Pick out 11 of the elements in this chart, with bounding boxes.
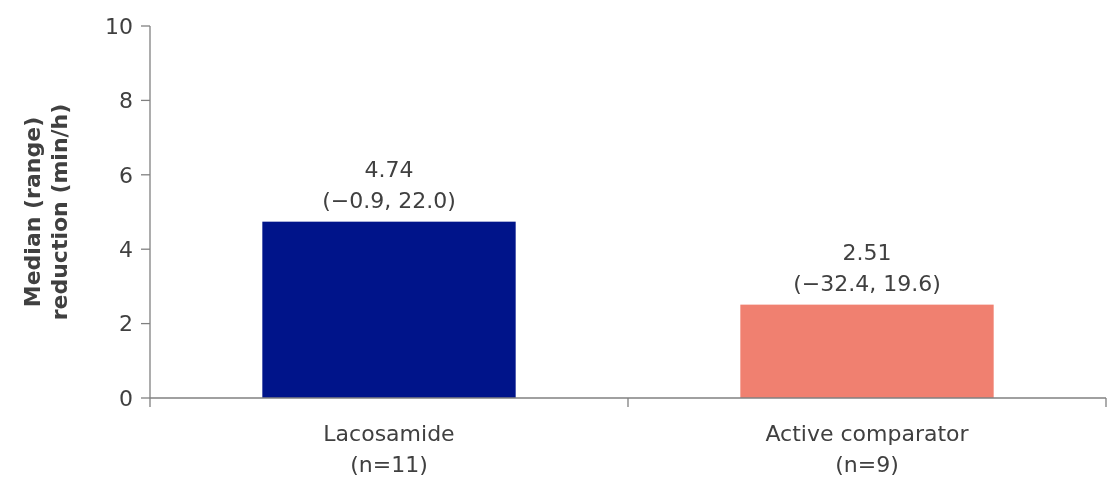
y-tick-label: 10 (105, 13, 133, 39)
y-tick-label: 2 (119, 311, 133, 337)
data-label: 4.74 (−0.9, 22.0) (322, 156, 456, 213)
y-tick-label: 8 (119, 88, 133, 114)
x-tick-label: Lacosamide (n=11) (323, 421, 455, 477)
x-tick-label: Active comparator (n=9) (765, 421, 970, 477)
y-tick-label: 6 (119, 162, 133, 188)
y-tick-label: 0 (119, 385, 133, 411)
data-label: 2.51 (−32.4, 19.6) (793, 239, 941, 296)
y-tick-label: 4 (119, 236, 133, 262)
y-axis-title: Median (range) reduction (min/h) (20, 103, 72, 321)
